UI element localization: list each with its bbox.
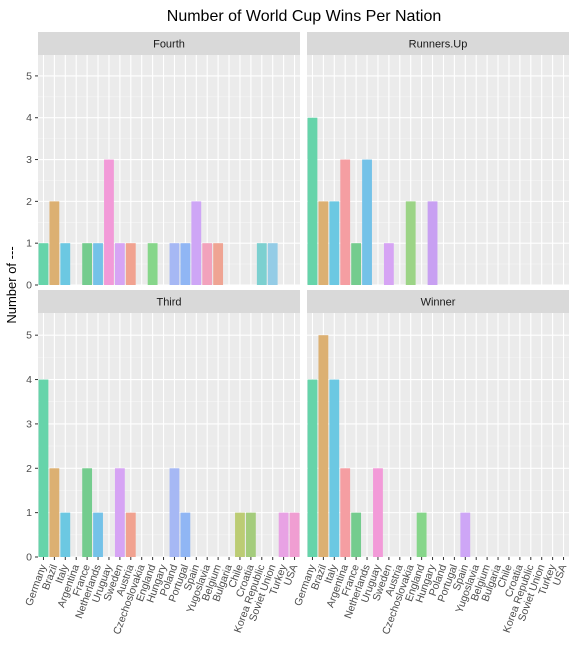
plot-background bbox=[38, 313, 300, 557]
facet-strip bbox=[38, 290, 300, 313]
bar-netherlands bbox=[93, 243, 103, 285]
facet-panel-winner: WinnerGermanyBrazilItalyArgentinaFranceN… bbox=[292, 290, 569, 636]
bar-spain bbox=[191, 201, 202, 285]
bar-italy bbox=[329, 201, 340, 285]
facet-strip bbox=[307, 32, 569, 55]
bar-italy bbox=[60, 243, 71, 285]
bar-portugal bbox=[180, 512, 191, 557]
y-tick-label: 3 bbox=[26, 154, 32, 166]
bar-argentina bbox=[340, 159, 351, 285]
y-tick-label: 2 bbox=[26, 463, 32, 475]
plot-background bbox=[307, 55, 569, 285]
bar-hungary bbox=[427, 201, 438, 285]
y-tick-label: 4 bbox=[26, 112, 32, 124]
bar-england bbox=[147, 243, 158, 285]
bar-poland bbox=[169, 468, 180, 557]
bar-czechoslovakia bbox=[405, 201, 416, 285]
bar-sweden bbox=[114, 243, 125, 285]
y-tick-label: 1 bbox=[26, 238, 32, 250]
y-axis-title: Number of --- bbox=[4, 246, 19, 323]
bar-england bbox=[416, 512, 427, 557]
facet-strip-label: Winner bbox=[421, 297, 456, 309]
bar-belgium bbox=[213, 243, 224, 285]
plot-background bbox=[38, 55, 300, 285]
y-tick-label: 5 bbox=[26, 330, 32, 342]
bar-germany bbox=[38, 379, 49, 557]
bar-france bbox=[351, 243, 362, 285]
bar-italy bbox=[60, 512, 71, 557]
bar-yugoslavia bbox=[202, 243, 213, 285]
facet-strip bbox=[307, 290, 569, 313]
bar-germany bbox=[307, 379, 318, 557]
bar-austria bbox=[125, 512, 136, 557]
facet-panel-runners-up: Runners.Up bbox=[307, 32, 569, 286]
bar-korea-republic bbox=[256, 243, 267, 285]
bar-france bbox=[351, 512, 362, 557]
bar-france bbox=[82, 468, 93, 557]
bar-turkey bbox=[278, 512, 289, 557]
bar-poland bbox=[169, 243, 180, 285]
y-tick-label: 5 bbox=[26, 70, 32, 82]
facet-panel-third: Third012345GermanyBrazilItalyArgentinaFr… bbox=[23, 290, 300, 636]
panels-group: Fourth012345Runners.UpThird012345Germany… bbox=[23, 32, 569, 636]
chart-title: Number of World Cup Wins Per Nation bbox=[167, 8, 441, 25]
bar-austria bbox=[125, 243, 136, 285]
y-tick-label: 4 bbox=[26, 374, 32, 386]
bar-chile bbox=[235, 512, 245, 557]
bar-brazil bbox=[49, 201, 60, 285]
bar-sweden bbox=[114, 468, 125, 557]
facet-strip bbox=[38, 32, 300, 55]
bar-netherlands bbox=[93, 512, 103, 557]
y-tick-label: 3 bbox=[26, 418, 32, 430]
bar-france bbox=[82, 243, 93, 285]
bar-croatia bbox=[245, 512, 256, 557]
y-tick-label: 0 bbox=[26, 280, 32, 292]
facet-strip-label: Third bbox=[156, 297, 181, 309]
y-tick-label: 0 bbox=[26, 552, 32, 564]
bar-brazil bbox=[318, 335, 329, 557]
bar-argentina bbox=[340, 468, 351, 557]
y-tick-label: 1 bbox=[26, 507, 32, 519]
y-tick-label: 2 bbox=[26, 196, 32, 208]
bar-portugal bbox=[180, 243, 191, 285]
bar-usa bbox=[289, 512, 300, 557]
bar-italy bbox=[329, 379, 340, 557]
bar-germany bbox=[307, 117, 318, 286]
bar-netherlands bbox=[362, 159, 372, 285]
bar-brazil bbox=[49, 468, 60, 557]
bar-soviet-union bbox=[267, 243, 278, 285]
facet-strip-label: Fourth bbox=[153, 39, 185, 51]
bar-germany bbox=[38, 243, 49, 285]
bar-spain bbox=[460, 512, 471, 557]
bar-uruguay bbox=[104, 159, 114, 285]
bar-uruguay bbox=[373, 468, 383, 557]
facet-strip-label: Runners.Up bbox=[409, 39, 468, 51]
plot-background bbox=[307, 313, 569, 557]
facet-panel-fourth: Fourth 0 1 2 3 4 5 bbox=[26, 32, 300, 292]
bar-sweden bbox=[383, 243, 394, 285]
bar-brazil bbox=[318, 201, 329, 285]
